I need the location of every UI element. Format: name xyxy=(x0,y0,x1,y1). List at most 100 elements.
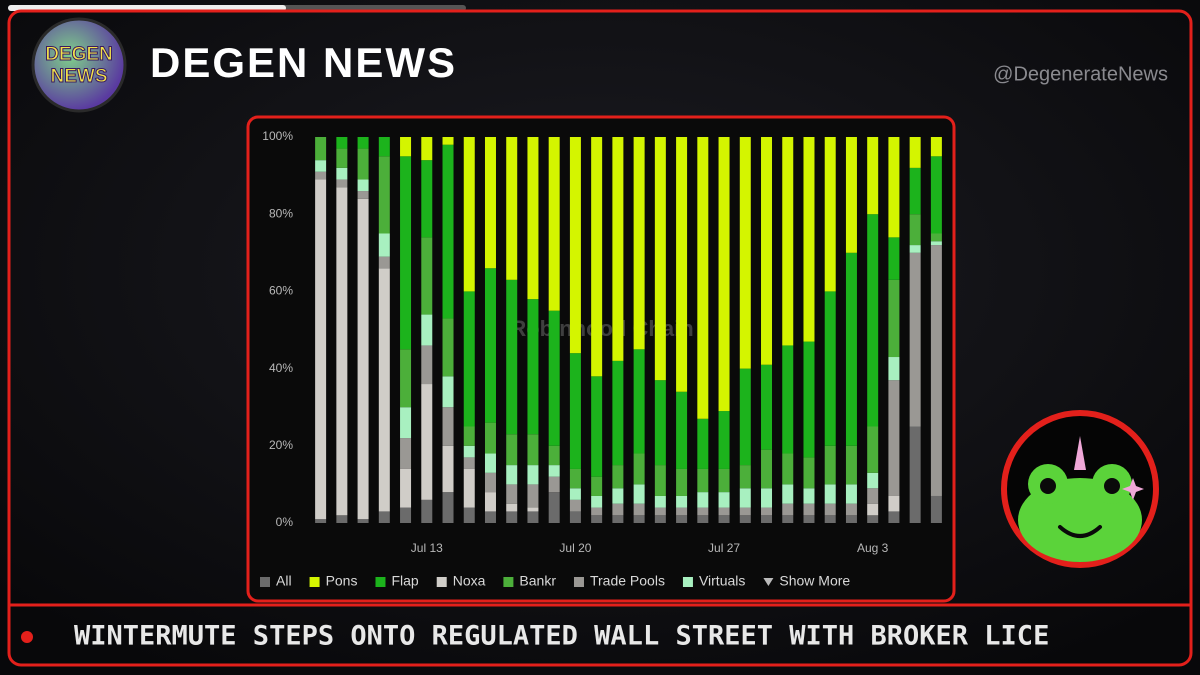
legend-label: Trade Pools xyxy=(590,573,665,589)
bar-segment xyxy=(612,515,624,523)
bar-segment xyxy=(336,167,348,180)
bar-segment xyxy=(888,237,900,280)
bar-segment xyxy=(421,237,433,315)
bar-segment xyxy=(506,503,518,512)
bar-segment xyxy=(697,418,709,469)
legend-label: Pons xyxy=(326,573,358,589)
bar-segment xyxy=(421,384,433,500)
bar-segment xyxy=(718,137,730,412)
bar-segment xyxy=(739,137,751,369)
bar-segment xyxy=(442,407,454,446)
bar-segment xyxy=(442,376,454,408)
bar-segment xyxy=(654,495,666,508)
bar-segment xyxy=(506,434,518,466)
y-tick-label: 80% xyxy=(269,206,293,220)
bar-segment xyxy=(654,515,666,523)
bar-segment xyxy=(506,465,518,485)
bar-segment xyxy=(336,148,348,168)
bar-segment xyxy=(697,137,709,419)
bar-segment xyxy=(633,453,645,485)
bar-segment xyxy=(697,468,709,493)
bar-segment xyxy=(888,137,900,238)
legend-swatch xyxy=(309,577,320,587)
bar-segment xyxy=(930,241,942,246)
bar-segment xyxy=(930,245,942,496)
bar-segment xyxy=(761,515,773,523)
bar-segment xyxy=(421,345,433,385)
bar-segment xyxy=(442,144,454,319)
bar-segment xyxy=(378,511,390,523)
legend-label: All xyxy=(276,573,292,589)
bar-segment xyxy=(400,349,412,408)
legend-swatch xyxy=(682,577,693,587)
bar-segment xyxy=(336,187,348,516)
bar-segment xyxy=(803,457,815,489)
bar-segment xyxy=(654,380,666,466)
bar-segment xyxy=(378,268,390,512)
x-tick-label: Aug 3 xyxy=(857,541,889,555)
bar-segment xyxy=(484,511,496,523)
bar-segment xyxy=(612,360,624,466)
brand-title: DEGEN NEWS xyxy=(150,39,457,86)
bar-segment xyxy=(484,137,496,269)
bar-segment xyxy=(718,411,730,469)
bar-segment xyxy=(612,488,624,504)
bar-segment xyxy=(527,465,539,485)
legend-swatch xyxy=(436,577,447,587)
bar-segment xyxy=(442,492,454,523)
bar-segment xyxy=(421,499,433,523)
bar-segment xyxy=(930,495,942,523)
bar-segment xyxy=(845,252,857,446)
bar-segment xyxy=(357,137,369,149)
bar-segment xyxy=(909,137,921,168)
bar-segment xyxy=(400,507,412,523)
bar-segment xyxy=(378,156,390,234)
bar-segment xyxy=(761,364,773,450)
bar-segment xyxy=(845,503,857,516)
bar-segment xyxy=(463,468,475,508)
bar-segment xyxy=(676,515,688,523)
bar-segment xyxy=(463,426,475,446)
bar-segment xyxy=(548,476,560,493)
bar-segment xyxy=(506,137,518,280)
bar-segment xyxy=(442,137,454,145)
bar-segment xyxy=(676,391,688,469)
bar-segment xyxy=(782,484,794,504)
bar-segment xyxy=(697,515,709,523)
bar-segment xyxy=(888,380,900,496)
bar-segment xyxy=(315,519,327,523)
bar-segment xyxy=(569,468,581,489)
live-dot xyxy=(21,631,33,643)
bar-segment xyxy=(739,488,751,508)
legend-label: Bankr xyxy=(519,573,556,589)
bar-segment xyxy=(548,137,560,311)
bar-segment xyxy=(888,357,900,381)
logo-text: DEGEN xyxy=(45,44,113,65)
legend-label: Noxa xyxy=(453,573,486,589)
frame xyxy=(7,9,1193,667)
bar-segment xyxy=(569,137,581,354)
bar-segment xyxy=(909,252,921,427)
bar-segment xyxy=(506,279,518,435)
bar-segment xyxy=(357,191,369,199)
bar-segment xyxy=(357,198,369,520)
bar-segment xyxy=(442,445,454,493)
bar-segment xyxy=(824,515,836,523)
bar-segment xyxy=(824,503,836,516)
bar-segment xyxy=(782,453,794,485)
bar-segment xyxy=(909,426,921,523)
bar-segment xyxy=(676,468,688,496)
bar-segment xyxy=(357,519,369,523)
bar-segment xyxy=(824,137,836,292)
bar-segment xyxy=(697,507,709,516)
bar-segment xyxy=(888,279,900,358)
x-tick-label: Jul 20 xyxy=(559,541,591,555)
bar-segment xyxy=(463,457,475,469)
bar-segment xyxy=(527,299,539,435)
legend-swatch xyxy=(573,577,584,587)
bar-segment xyxy=(867,214,879,427)
legend-more[interactable]: Show More xyxy=(779,573,850,589)
bar-segment xyxy=(463,291,475,427)
y-tick-label: 100% xyxy=(262,129,293,143)
bar-segment xyxy=(591,376,603,477)
